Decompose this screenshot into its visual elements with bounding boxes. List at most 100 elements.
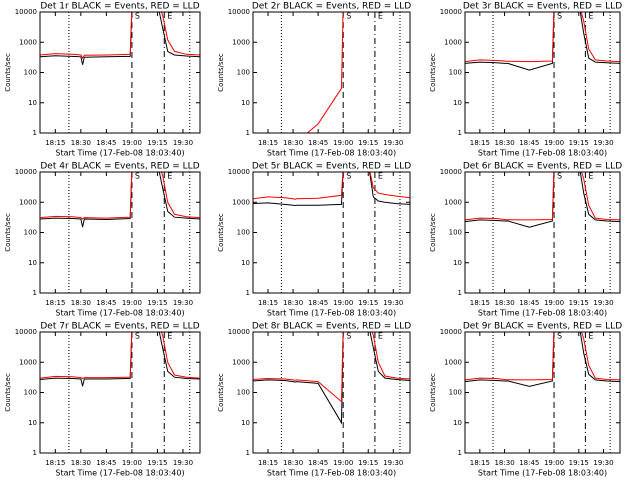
panel-title: Det 2r BLACK = Events, RED = LLD [252, 2, 411, 12]
plot-frame [464, 11, 621, 134]
y-axis-label: Counts/sec [217, 373, 225, 412]
panel: Det 9r BLACK = Events, RED = LLD Counts/s… [429, 322, 622, 478]
series-line [465, 12, 620, 63]
x-tick-label: 18:45 [519, 139, 539, 147]
y-tick-label: 1 [246, 129, 250, 137]
x-tick-label: 19:15 [569, 139, 589, 147]
y-tick-label: 1 [458, 129, 462, 137]
panel-title: Det 1r BLACK = Events, RED = LLD [40, 2, 199, 12]
plot-area [465, 332, 620, 387]
y-tick-label: 1 [33, 129, 37, 137]
y-tick-label: 100 [449, 389, 462, 397]
marker-label: E [588, 12, 593, 21]
x-tick-label: 19:30 [173, 299, 193, 307]
x-tick-label: 19:00 [333, 459, 353, 467]
marker-label: E [167, 332, 172, 341]
y-tick-label: 10 [28, 419, 37, 427]
panel: Det 1r BLACK = Events, RED = LLD Counts/s… [4, 2, 201, 158]
marker-label: S [135, 172, 140, 181]
x-tick-label: 18:45 [308, 459, 328, 467]
y-tick-label: 100 [237, 389, 250, 397]
x-axis-label: Start Time (17-Feb-08 18:03:40) [55, 309, 184, 318]
series-line [40, 172, 200, 220]
x-tick-label: 18:15 [258, 299, 278, 307]
y-tick-label: 100 [24, 69, 37, 77]
y-tick-label: 1 [458, 449, 462, 457]
y-tick-label: 10000 [440, 168, 462, 176]
x-tick-label: 19:30 [383, 299, 403, 307]
x-tick-label: 19:30 [173, 459, 193, 467]
y-tick-label: 1 [33, 449, 37, 457]
y-tick-label: 1 [33, 289, 37, 297]
y-tick-label: 10000 [15, 168, 37, 176]
panel-title: Det 9r BLACK = Events, RED = LLD [463, 322, 622, 332]
y-tick-label: 1000 [444, 38, 462, 46]
x-tick-label: 19:00 [333, 139, 353, 147]
panel: Det 6r BLACK = Events, RED = LLD Counts/s… [429, 162, 622, 318]
y-tick-label: 10 [241, 99, 250, 107]
x-tick-label: 19:30 [593, 459, 613, 467]
x-tick-label: 19:00 [122, 139, 142, 147]
plot-frame [39, 331, 201, 454]
plot-area [465, 172, 620, 228]
marker-label: E [588, 332, 593, 341]
y-tick-label: 1 [246, 289, 250, 297]
panel: Det 5r BLACK = Events, RED = LLD Counts/s… [217, 162, 411, 318]
plot-frame [252, 171, 411, 294]
marker-label: E [588, 172, 593, 181]
x-tick-label: 19:00 [122, 459, 142, 467]
plot-area [40, 172, 200, 228]
x-tick-label: 19:30 [173, 139, 193, 147]
x-axis-label: Start Time (17-Feb-08 18:03:40) [478, 469, 607, 478]
marker-label: E [378, 12, 383, 21]
y-tick-label: 100 [237, 69, 250, 77]
y-tick-label: 1 [246, 449, 250, 457]
x-tick-label: 18:30 [494, 459, 514, 467]
plot-frame [464, 331, 621, 454]
plot-area [40, 12, 200, 65]
x-tick-label: 18:45 [308, 299, 328, 307]
panel: Det 3r BLACK = Events, RED = LLD Counts/s… [429, 2, 622, 158]
panel-title: Det 4r BLACK = Events, RED = LLD [40, 162, 199, 172]
marker-label: S [557, 172, 562, 181]
x-tick-label: 18:45 [519, 459, 539, 467]
series-line [465, 172, 620, 228]
panel-title: Det 8r BLACK = Events, RED = LLD [252, 322, 411, 332]
marker-label: E [378, 172, 383, 181]
marker-label: E [378, 332, 383, 341]
plot-frame [464, 171, 621, 294]
x-tick-label: 18:15 [45, 139, 65, 147]
x-tick-label: 19:15 [147, 459, 167, 467]
plot-frame [252, 11, 411, 134]
plot-area [253, 332, 410, 425]
x-axis-label: Start Time (17-Feb-08 18:03:40) [55, 469, 184, 478]
y-axis-label: Counts/sec [429, 373, 437, 412]
marker-label: S [346, 172, 351, 181]
x-tick-label: 18:30 [494, 299, 514, 307]
y-tick-label: 1000 [19, 358, 37, 366]
y-tick-label: 10000 [15, 328, 37, 336]
x-tick-label: 19:15 [569, 299, 589, 307]
y-tick-label: 100 [449, 229, 462, 237]
y-tick-label: 10 [453, 259, 462, 267]
panel: Det 2r BLACK = Events, RED = LLD Counts/s… [217, 2, 411, 158]
y-tick-label: 1000 [232, 358, 250, 366]
y-tick-label: 1 [458, 289, 462, 297]
x-tick-label: 19:15 [358, 299, 378, 307]
plot-area [253, 172, 410, 207]
x-tick-label: 19:30 [593, 299, 613, 307]
y-tick-label: 10 [28, 259, 37, 267]
y-tick-label: 1000 [444, 198, 462, 206]
x-tick-label: 18:15 [45, 299, 65, 307]
y-tick-label: 100 [237, 229, 250, 237]
panel: Det 7r BLACK = Events, RED = LLD Counts/s… [4, 322, 201, 478]
y-tick-label: 1000 [444, 358, 462, 366]
y-axis-label: Counts/sec [217, 53, 225, 92]
x-tick-label: 19:00 [544, 459, 564, 467]
y-tick-label: 1000 [232, 38, 250, 46]
y-tick-label: 10000 [228, 8, 250, 16]
x-tick-label: 18:15 [470, 459, 490, 467]
x-tick-label: 18:30 [71, 459, 91, 467]
x-tick-label: 19:00 [122, 299, 142, 307]
series-line [253, 332, 410, 403]
